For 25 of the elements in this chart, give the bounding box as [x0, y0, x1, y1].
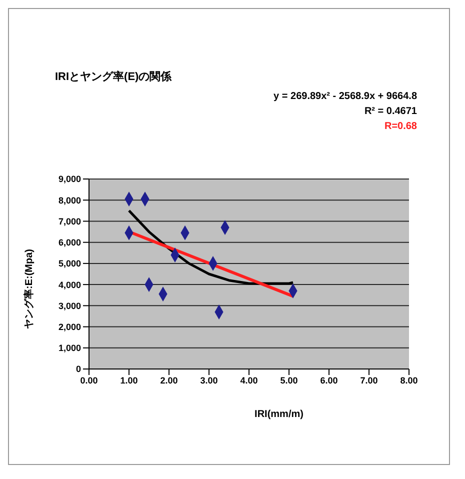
- y-tick-label: 3,000: [58, 300, 81, 311]
- chart-title: IRIとヤング率(E)の関係: [55, 70, 172, 84]
- x-tick-label: 4.00: [240, 375, 258, 386]
- y-tick-label: 7,000: [58, 216, 81, 226]
- y-tick-label: 6,000: [58, 238, 81, 248]
- x-tick-label: 3.00: [200, 375, 218, 386]
- y-tick-label: 4,000: [58, 280, 81, 290]
- text: R² = 0.4671: [364, 106, 417, 117]
- x-tick-label: 1.00: [120, 375, 138, 386]
- y-tick-label: 0: [76, 364, 81, 374]
- text: y = 269.89x² - 2568.9x + 9664.8: [274, 91, 417, 102]
- y-tick-label: 5,000: [58, 258, 81, 269]
- y-axis-title: ヤング率:E:(Mpa): [22, 249, 36, 329]
- x-tick-label: 2.00: [160, 375, 178, 386]
- x-tick-label: 0.00: [80, 375, 98, 386]
- y-tick-label: 8,000: [58, 195, 81, 206]
- y-tick-label: 9,000: [58, 174, 81, 184]
- x-tick-label: 6.00: [320, 375, 338, 386]
- x-tick-label: 8.00: [400, 375, 418, 386]
- x-axis-title: IRI(mm/m): [254, 409, 304, 420]
- y-tick-label: 2,000: [58, 322, 81, 332]
- text: R=0.68: [384, 121, 417, 132]
- x-tick-label: 7.00: [360, 375, 378, 386]
- y-tick-label: 1,000: [58, 343, 81, 354]
- x-tick-label: 5.00: [280, 375, 298, 386]
